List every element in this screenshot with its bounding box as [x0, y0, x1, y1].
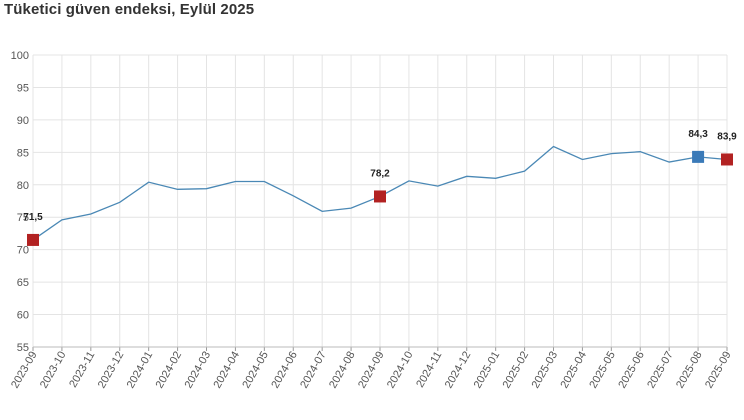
- x-tick-label-2024-10: 2024-10: [385, 350, 416, 391]
- x-tick-label-2024-08: 2024-08: [327, 350, 358, 391]
- x-tick-label-2025-01: 2025-01: [472, 349, 503, 390]
- y-axis: 55 60 65 70 75 80 85 90 95 100: [11, 50, 29, 354]
- x-tick-label-2025-09: 2025-09: [703, 350, 734, 391]
- y-tick-label-80: 80: [17, 180, 29, 192]
- y-tick-label-85: 85: [17, 147, 29, 159]
- x-tick-label-2025-07: 2025-07: [645, 350, 676, 391]
- y-tick-label-65: 65: [17, 277, 29, 289]
- highlight-markers: 71,5 78,2 84,3 83,9: [23, 129, 737, 246]
- x-tick-label-2023-10: 2023-10: [38, 350, 69, 391]
- chart-title: Tüketici güven endeksi, Eylül 2025: [4, 1, 255, 18]
- x-tick-label-2024-02: 2024-02: [154, 350, 185, 391]
- x-axis: 2023-092023-102023-112023-122024-012024-…: [9, 346, 734, 391]
- y-tick-label-60: 60: [17, 310, 29, 322]
- x-tick-label-2024-06: 2024-06: [269, 350, 300, 391]
- data-label-2025-08: 84,3: [688, 129, 708, 140]
- y-tick-label-95: 95: [17, 82, 29, 94]
- data-label-2025-09: 83,9: [717, 131, 737, 142]
- data-label-2024-09: 78,2: [370, 168, 390, 179]
- x-tick-label-2024-03: 2024-03: [183, 350, 214, 391]
- x-tick-label-2024-12: 2024-12: [443, 350, 474, 391]
- x-tick-label-2025-08: 2025-08: [674, 350, 705, 391]
- marker-2025-08: [692, 150, 705, 163]
- y-tick-label-55: 55: [17, 342, 29, 354]
- x-tick-label-2025-02: 2025-02: [501, 350, 532, 391]
- gridlines: [32, 54, 728, 348]
- x-tick-label-2025-03: 2025-03: [530, 350, 561, 391]
- x-tick-label-2025-06: 2025-06: [616, 350, 647, 391]
- x-tick-label-2025-05: 2025-05: [587, 350, 618, 391]
- marker-2025-09: [721, 153, 733, 166]
- y-tick-label-90: 90: [17, 115, 29, 127]
- x-tick-label-2024-11: 2024-11: [414, 350, 444, 390]
- x-tick-label-2024-07: 2024-07: [298, 350, 329, 391]
- x-tick-label-2024-04: 2024-04: [211, 350, 242, 391]
- x-tick-label-2024-05: 2024-05: [240, 350, 271, 391]
- y-tick-label-70: 70: [17, 245, 29, 257]
- x-tick-label-2023-09: 2023-09: [9, 350, 40, 391]
- y-tick-label-75: 75: [17, 212, 29, 224]
- marker-2024-09: [374, 190, 386, 203]
- data-label-2023-09: 71,5: [23, 212, 43, 223]
- x-tick-label-2023-12: 2023-12: [96, 350, 127, 391]
- marker-2023-09: [27, 233, 39, 246]
- y-tick-label-100: 100: [11, 50, 29, 62]
- x-tick-label-2023-11: 2023-11: [67, 350, 97, 390]
- x-tick-label-2025-04: 2025-04: [558, 350, 589, 391]
- x-tick-label-2024-09: 2024-09: [356, 350, 387, 391]
- x-tick-label-2024-01: 2024-01: [125, 350, 156, 391]
